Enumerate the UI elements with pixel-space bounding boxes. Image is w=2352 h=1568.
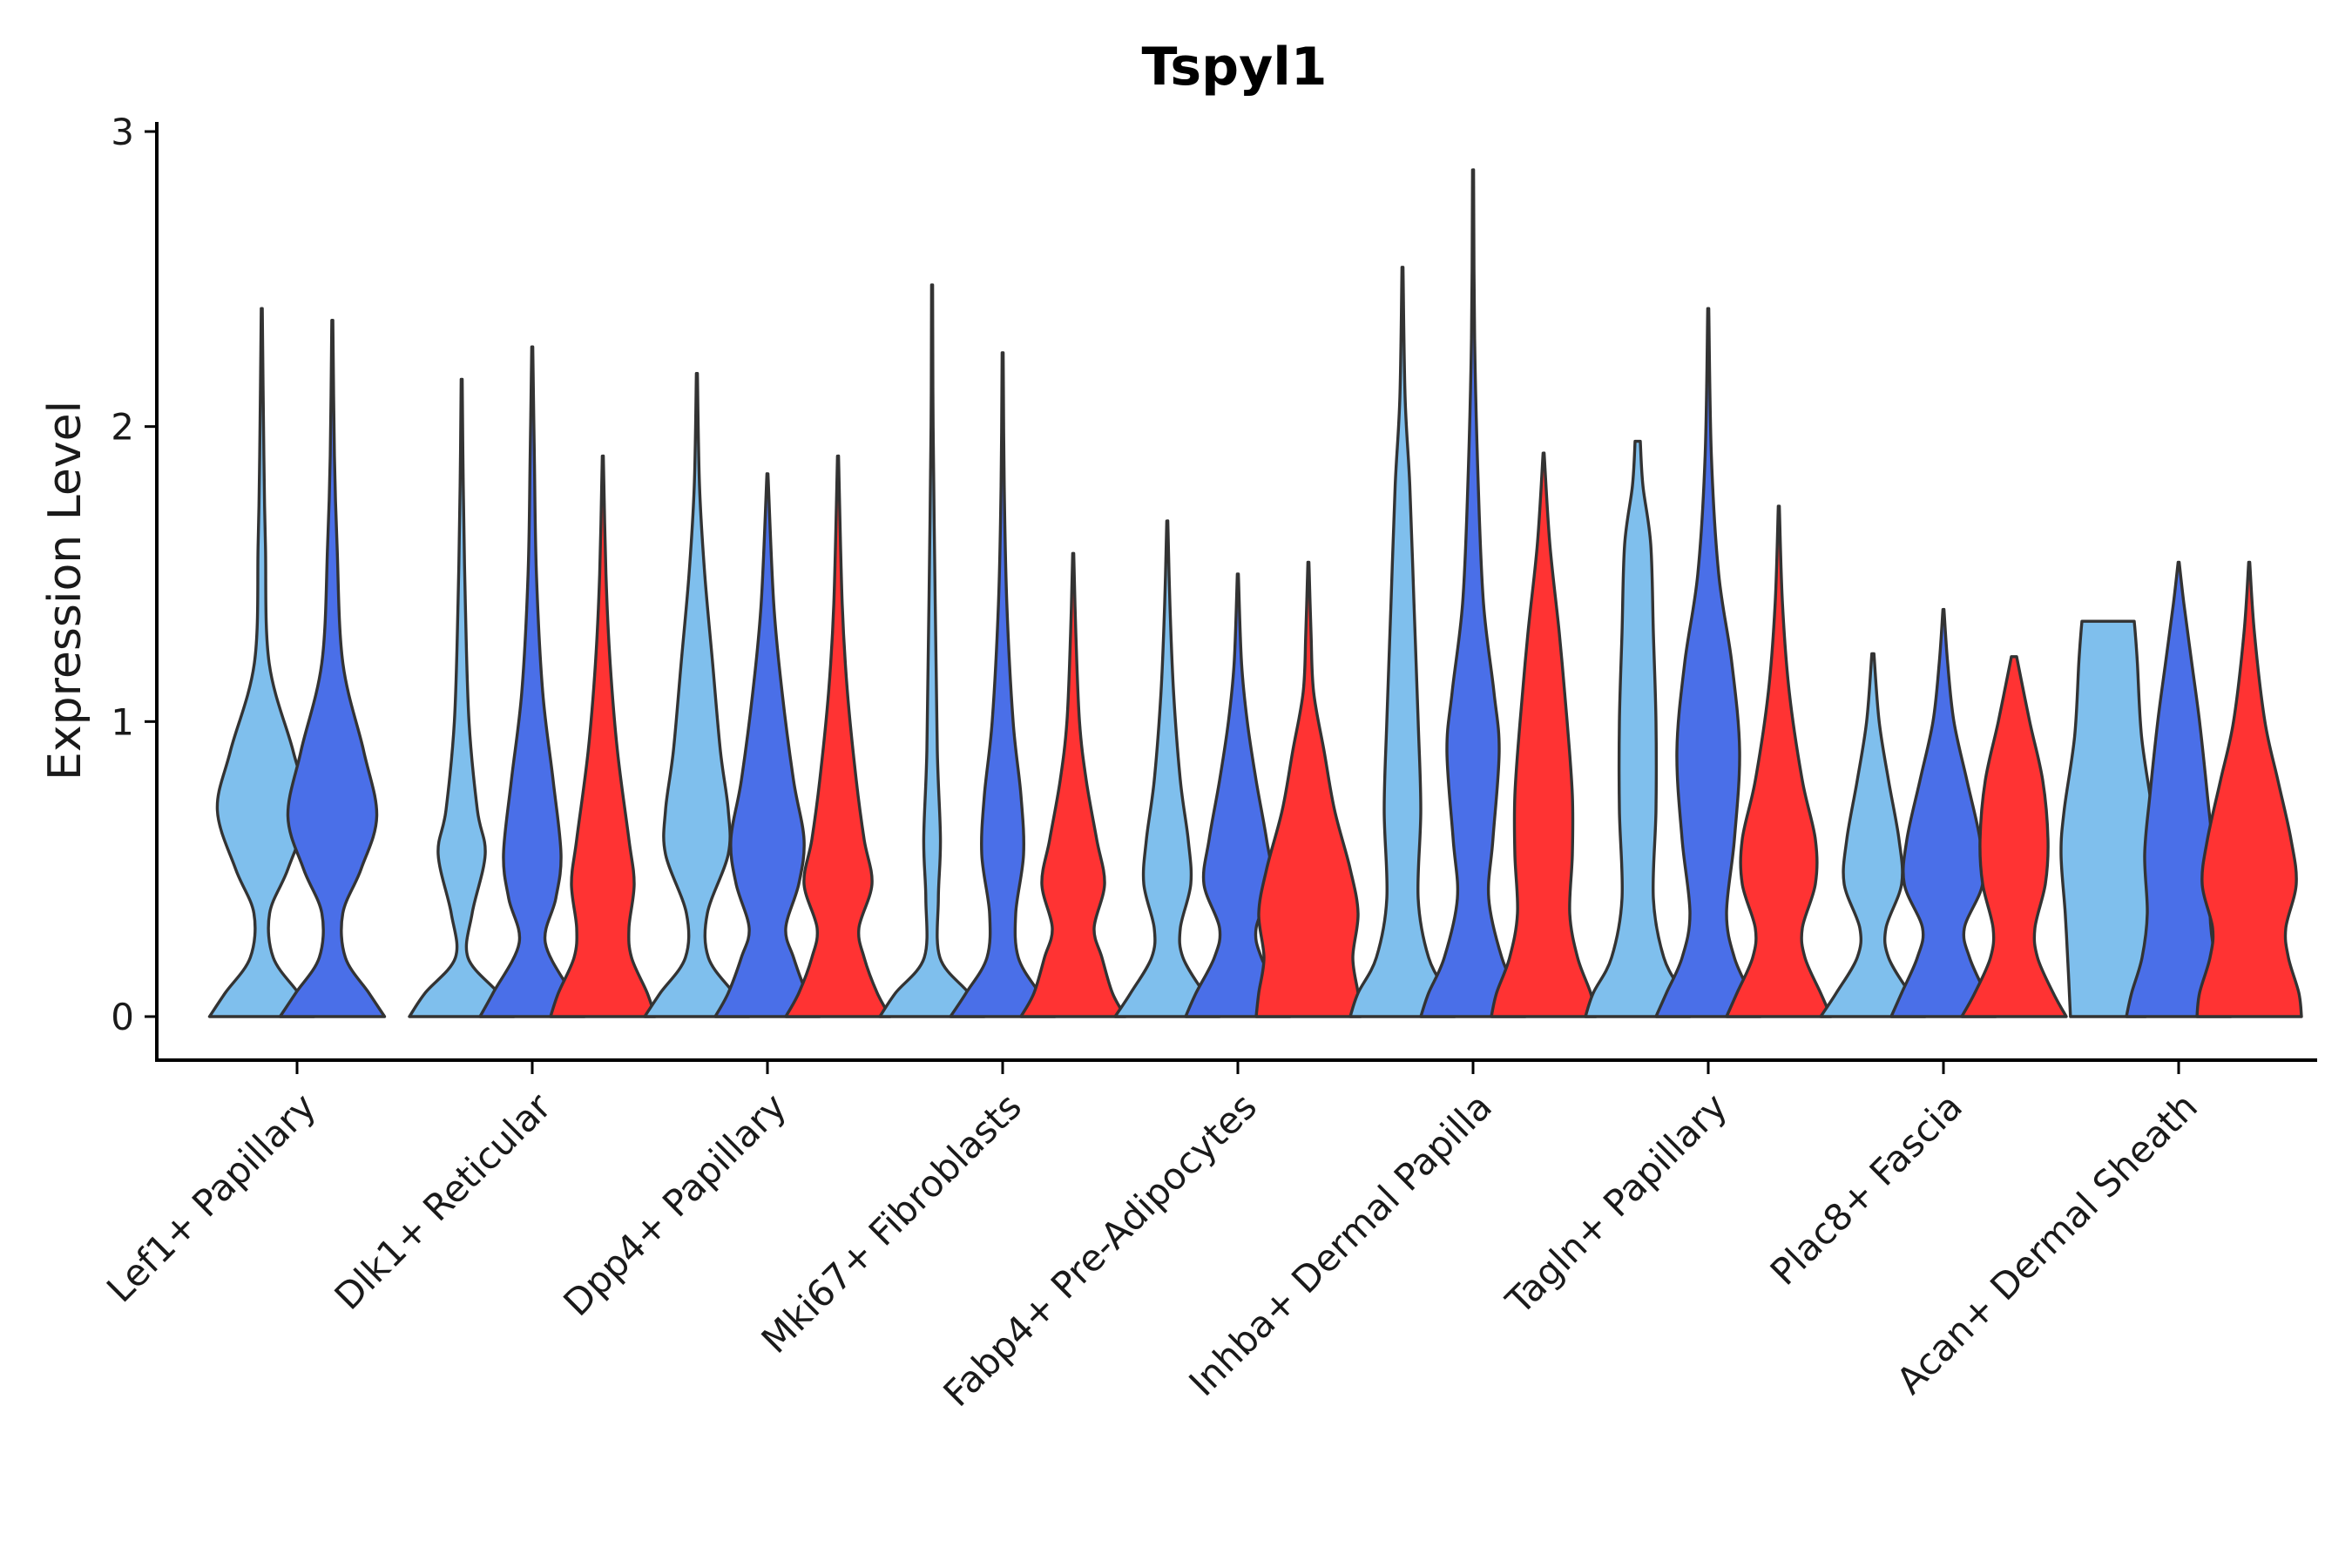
violin-dlk1-reticular-s2 — [549, 454, 657, 1018]
violin-dpp4-papillary-s1 — [713, 472, 821, 1018]
violin-tagln-papillary-s1 — [1654, 307, 1762, 1018]
violin-plac8-fascia-s2 — [1960, 655, 2068, 1018]
x-tick-label: Tagln+ Papillary — [1497, 1085, 1735, 1322]
x-tick-label: Dpp4+ Papillary — [555, 1085, 794, 1324]
violin-inhba-dermal-papilla-s0 — [1348, 266, 1456, 1018]
y-tick-label: 3 — [111, 111, 134, 153]
violin-tagln-papillary-s0 — [1584, 439, 1692, 1018]
violin-layer — [207, 168, 2303, 1018]
y-tick-label: 0 — [111, 996, 134, 1038]
chart-title: Tspyl1 — [1141, 37, 1327, 98]
violin-dpp4-papillary-s0 — [643, 372, 751, 1018]
violin-mki67-fibroblasts-s2 — [1019, 551, 1127, 1018]
x-tick-label: Plac8+ Fascia — [1762, 1085, 1970, 1293]
x-tick-label: Lef1+ Papillary — [98, 1085, 324, 1310]
violin-fabp4-pre-adipocytes-s0 — [1113, 519, 1221, 1018]
x-tick-label: Dlk1+ Reticular — [327, 1085, 560, 1318]
violin-inhba-dermal-papilla-s1 — [1419, 168, 1527, 1018]
violin-dpp4-papillary-s2 — [784, 454, 892, 1018]
violin-lef1-papillary-s0 — [207, 307, 316, 1018]
violin-plac8-fascia-s1 — [1889, 607, 1997, 1018]
x-tick-label: Mki67+ Fibroblasts — [754, 1085, 1030, 1361]
y-tick-layer: 0 1 2 3 — [111, 111, 157, 1038]
y-tick-label: 1 — [111, 700, 134, 743]
violin-dlk1-reticular-s0 — [408, 377, 516, 1018]
y-tick-label: 2 — [111, 406, 134, 449]
violin-lef1-papillary-s1 — [278, 319, 387, 1018]
violin-mki67-fibroblasts-s1 — [949, 351, 1057, 1018]
violin-dlk1-reticular-s1 — [478, 345, 586, 1018]
violin-mki67-fibroblasts-s0 — [878, 283, 986, 1018]
violin-fabp4-pre-adipocytes-s2 — [1254, 560, 1362, 1018]
violin-inhba-dermal-papilla-s2 — [1490, 451, 1598, 1018]
violin-acan-dermal-sheath-s2 — [2195, 560, 2303, 1018]
violin-tagln-papillary-s2 — [1725, 504, 1833, 1018]
y-axis-title: Expression Level — [39, 401, 91, 781]
violin-plac8-fascia-s0 — [1819, 652, 1927, 1018]
